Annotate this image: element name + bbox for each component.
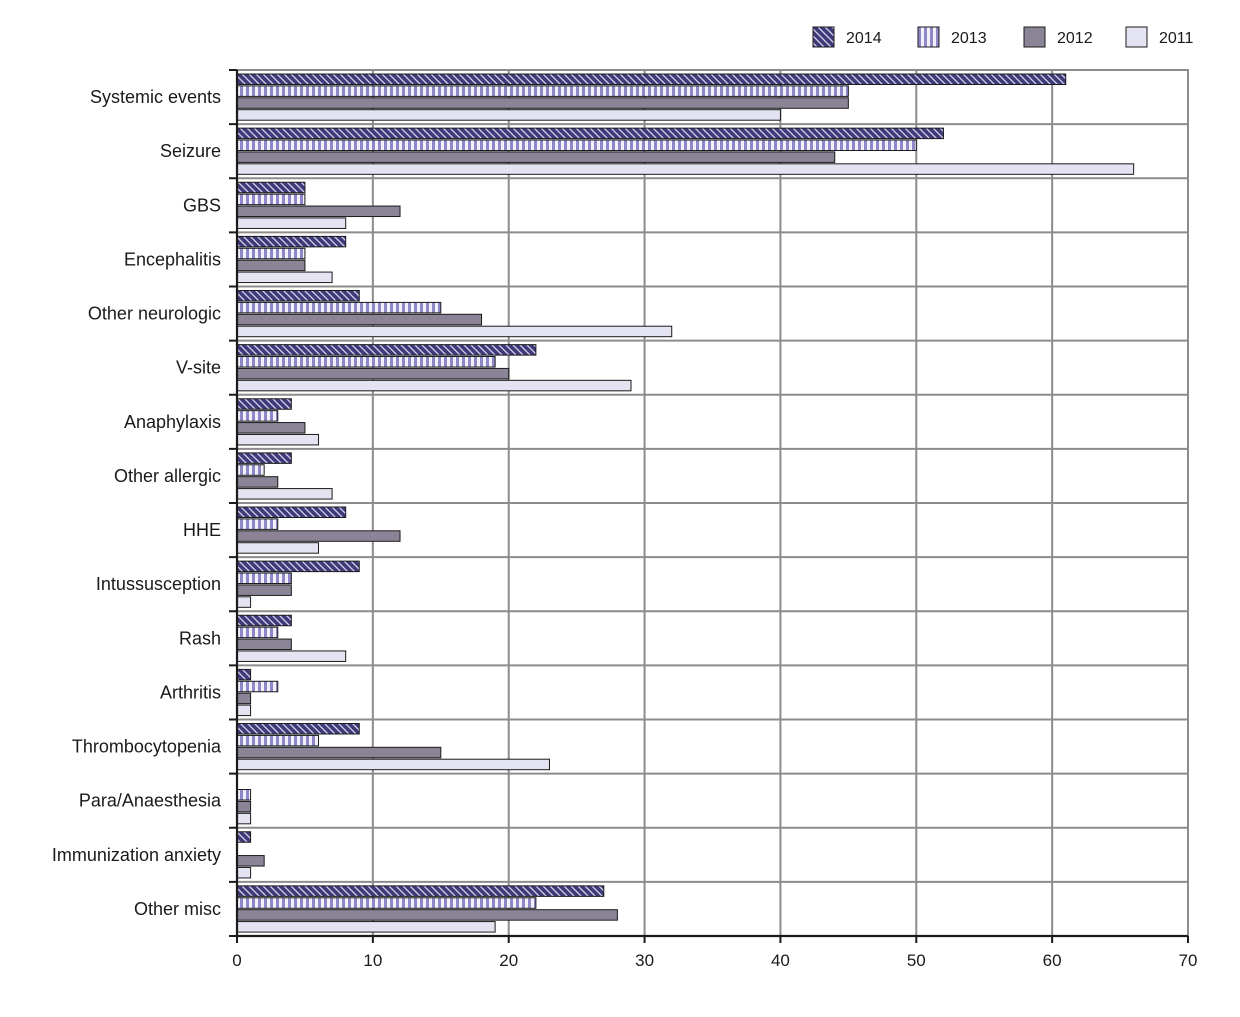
bar-2013-rash bbox=[236, 626, 279, 639]
bar-2014-gbs bbox=[236, 181, 306, 194]
bar-2014-hhe bbox=[236, 506, 347, 518]
bar-2011-other-misc bbox=[236, 921, 496, 933]
legend-swatch-2014 bbox=[812, 26, 835, 48]
bar-2013-seizure bbox=[236, 139, 917, 152]
x-tick-label-10: 10 bbox=[363, 951, 382, 970]
legend-swatch-2013 bbox=[917, 26, 940, 48]
category-label-rash: Rash bbox=[179, 628, 221, 648]
bar-2014-immunization-anxiety bbox=[236, 831, 252, 843]
bar-2013-para-anaesthesia bbox=[236, 789, 252, 801]
x-tick-label-70: 70 bbox=[1179, 951, 1198, 970]
bar-2013-hhe bbox=[236, 518, 279, 530]
category-label-gbs: GBS bbox=[183, 195, 221, 215]
legend-swatch-2011 bbox=[1125, 26, 1148, 48]
bar-2013-v-site bbox=[236, 356, 496, 368]
category-label-v-site: V-site bbox=[176, 358, 221, 378]
x-tick-label-0: 0 bbox=[232, 951, 241, 970]
bar-2011-immunization-anxiety bbox=[236, 866, 252, 879]
bar-2012-seizure bbox=[236, 151, 836, 163]
bar-2012-intussusception bbox=[236, 584, 292, 596]
bar-2014-other-neurologic bbox=[236, 290, 360, 302]
legend-label-2012: 2012 bbox=[1057, 30, 1093, 47]
bar-2013-systemic-events bbox=[236, 85, 849, 97]
bar-2011-arthritis bbox=[236, 704, 252, 717]
bar-2012-other-allergic bbox=[236, 476, 279, 488]
category-label-anaphylaxis: Anaphylaxis bbox=[124, 412, 221, 432]
category-label-immunization-anxiety: Immunization anxiety bbox=[52, 845, 221, 865]
bar-2012-para-anaesthesia bbox=[236, 800, 252, 813]
bar-2013-thrombocytopenia bbox=[236, 734, 320, 747]
x-tick-label-30: 30 bbox=[635, 951, 654, 970]
bar-2011-thrombocytopenia bbox=[236, 758, 550, 771]
bar-2014-v-site bbox=[236, 344, 537, 356]
bar-2013-intussusception bbox=[236, 572, 292, 585]
category-label-thrombocytopenia: Thrombocytopenia bbox=[72, 737, 222, 757]
bar-2011-gbs bbox=[236, 217, 347, 229]
bar-2013-other-neurologic bbox=[236, 301, 442, 314]
bar-2011-v-site bbox=[236, 379, 632, 392]
bar-2012-v-site bbox=[236, 367, 510, 380]
bar-2013-gbs bbox=[236, 193, 306, 206]
bar-2012-gbs bbox=[236, 205, 401, 218]
category-label-other-allergic: Other allergic bbox=[114, 466, 221, 486]
category-label-systemic-events: Systemic events bbox=[90, 87, 221, 107]
bar-2011-anaphylaxis bbox=[236, 433, 320, 446]
x-tick-label-60: 60 bbox=[1043, 951, 1062, 970]
bar-2012-systemic-events bbox=[236, 97, 849, 109]
x-tick-label-50: 50 bbox=[907, 951, 926, 970]
category-label-arthritis: Arthritis bbox=[160, 682, 221, 702]
bar-2012-anaphylaxis bbox=[236, 422, 306, 434]
bar-2011-other-neurologic bbox=[236, 325, 673, 338]
bar-2012-rash bbox=[236, 638, 292, 651]
bar-2011-systemic-events bbox=[236, 109, 781, 121]
bar-2011-rash bbox=[236, 650, 347, 662]
bar-2012-hhe bbox=[236, 530, 401, 542]
category-label-seizure: Seizure bbox=[160, 141, 221, 161]
bar-2012-encephalitis bbox=[236, 259, 306, 272]
bar-2012-other-misc bbox=[236, 909, 618, 921]
legend-label-2014: 2014 bbox=[846, 30, 882, 47]
category-label-para-anaesthesia: Para/Anaesthesia bbox=[79, 791, 222, 811]
bar-2013-arthritis bbox=[236, 680, 279, 693]
bar-2011-encephalitis bbox=[236, 271, 333, 284]
bar-2014-systemic-events bbox=[236, 73, 1067, 85]
bar-2011-intussusception bbox=[236, 596, 252, 608]
bar-2014-encephalitis bbox=[236, 235, 347, 248]
bar-2012-other-neurologic bbox=[236, 313, 483, 326]
bar-2012-immunization-anxiety bbox=[236, 855, 265, 867]
bar-2014-other-misc bbox=[236, 885, 605, 897]
legend-label-2013: 2013 bbox=[951, 30, 987, 47]
bar-2014-rash bbox=[236, 614, 292, 627]
category-label-other-neurologic: Other neurologic bbox=[88, 304, 221, 324]
bar-2011-para-anaesthesia bbox=[236, 812, 252, 825]
legend-swatch-2012 bbox=[1023, 26, 1046, 48]
bar-2014-intussusception bbox=[236, 560, 360, 573]
bar-2011-hhe bbox=[236, 542, 320, 554]
bar-2012-thrombocytopenia bbox=[236, 746, 442, 759]
bar-2014-anaphylaxis bbox=[236, 398, 292, 410]
x-tick-label-20: 20 bbox=[499, 951, 518, 970]
bar-2014-arthritis bbox=[236, 668, 252, 681]
bar-2014-thrombocytopenia bbox=[236, 723, 360, 735]
bar-2011-other-allergic bbox=[236, 488, 333, 500]
category-label-encephalitis: Encephalitis bbox=[124, 249, 221, 269]
category-label-other-misc: Other misc bbox=[134, 899, 221, 919]
bar-2012-arthritis bbox=[236, 692, 252, 705]
category-label-intussusception: Intussusception bbox=[96, 574, 221, 594]
bar-2014-other-allergic bbox=[236, 452, 292, 464]
x-tick-label-40: 40 bbox=[771, 951, 790, 970]
bar-2013-encephalitis bbox=[236, 247, 306, 260]
bar-2013-other-allergic bbox=[236, 464, 265, 476]
bar-2013-other-misc bbox=[236, 897, 537, 909]
bar-2011-seizure bbox=[236, 163, 1135, 175]
category-label-hhe: HHE bbox=[183, 520, 221, 540]
bar-2014-seizure bbox=[236, 127, 944, 140]
legend-label-2011: 2011 bbox=[1159, 30, 1194, 47]
bar-2013-anaphylaxis bbox=[236, 410, 279, 422]
